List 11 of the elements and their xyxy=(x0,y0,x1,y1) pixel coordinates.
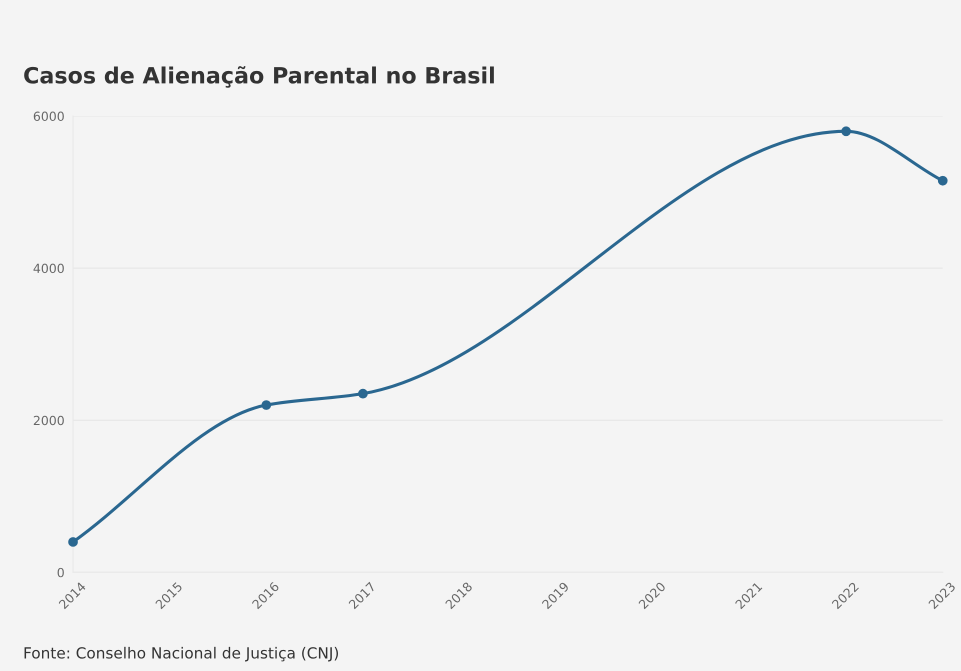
source-note: Fonte: Conselho Nacional de Justiça (CNJ) xyxy=(24,646,338,662)
y-tick-label: 6000 xyxy=(34,112,64,122)
y-tick-label: 2000 xyxy=(34,416,64,426)
chart-title: Casos de Alienação Parental no Brasil xyxy=(24,66,494,88)
point xyxy=(358,388,368,399)
y-tick-label: 4000 xyxy=(34,264,64,274)
point xyxy=(261,400,272,410)
point xyxy=(68,537,78,547)
y-tick-label: 0 xyxy=(58,568,64,578)
point xyxy=(938,176,948,186)
point xyxy=(841,126,851,136)
